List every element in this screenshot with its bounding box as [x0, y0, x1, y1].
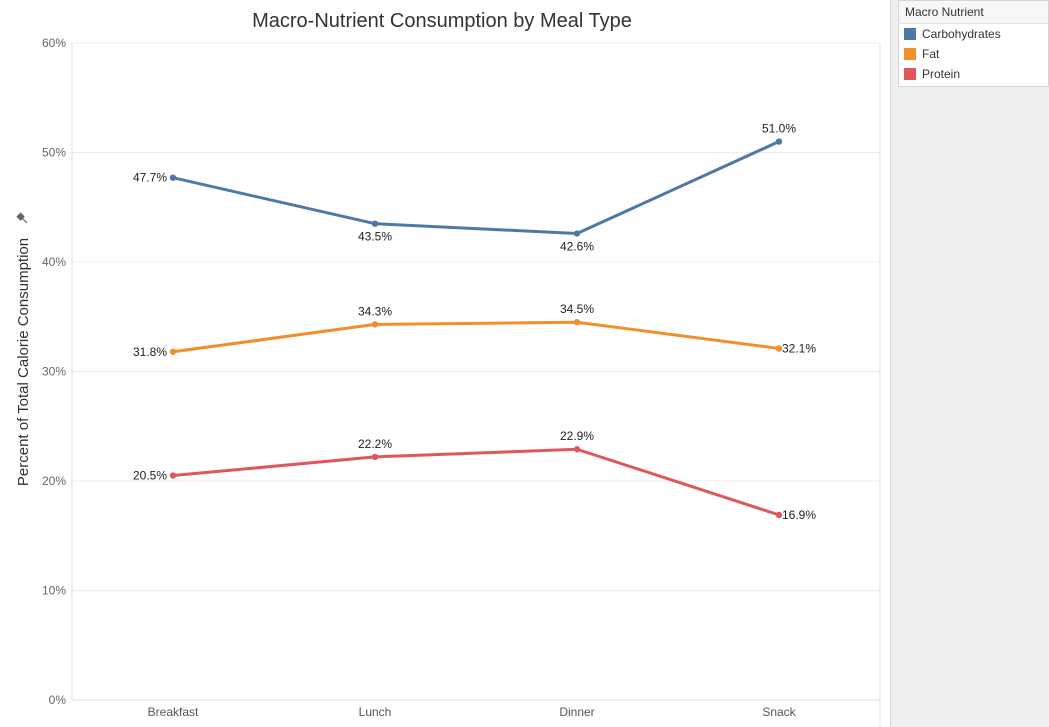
- pin-icon[interactable]: [16, 212, 29, 225]
- legend-item-fat[interactable]: Fat: [899, 44, 1048, 64]
- data-point: [169, 472, 177, 479]
- y-tick-label: 50%: [42, 146, 66, 160]
- legend-title: Macro Nutrient: [899, 1, 1048, 24]
- legend-label: Protein: [922, 67, 961, 81]
- legend-swatch: [904, 68, 916, 80]
- data-point: [775, 345, 783, 352]
- data-label: 42.6%: [560, 240, 594, 254]
- x-tick-label: Snack: [762, 705, 796, 719]
- data-label: 47.7%: [133, 171, 167, 185]
- data-label: 16.9%: [782, 508, 816, 522]
- y-tick-label: 20%: [42, 474, 66, 488]
- data-label: 22.2%: [358, 437, 392, 451]
- data-point: [371, 321, 379, 328]
- legend-item-protein[interactable]: Protein: [899, 64, 1048, 84]
- legend-items: Carbohydrates Fat Protein: [899, 24, 1048, 84]
- x-tick-label: Breakfast: [148, 705, 199, 719]
- data-point: [371, 453, 379, 461]
- data-label: 34.3%: [358, 304, 392, 318]
- legend-label: Carbohydrates: [922, 27, 1001, 41]
- y-tick-label: 10%: [42, 584, 66, 598]
- data-point: [775, 138, 783, 145]
- series-line-protein: [172, 447, 780, 517]
- data-label: 22.9%: [560, 429, 594, 443]
- data-label: 51.0%: [762, 122, 796, 136]
- legend-swatch: [904, 48, 916, 60]
- legend-label: Fat: [922, 47, 940, 61]
- legend-swatch: [904, 28, 916, 40]
- y-tick-label: 30%: [42, 365, 66, 379]
- data-point: [371, 220, 379, 227]
- data-point: [169, 174, 177, 181]
- data-point: [573, 446, 581, 453]
- x-tick-label: Dinner: [559, 705, 594, 719]
- y-tick-label: 60%: [42, 36, 66, 50]
- side-panel: [890, 0, 1049, 727]
- y-tick-label: 40%: [42, 255, 66, 269]
- data-point: [573, 230, 581, 237]
- legend-item-carbohydrates[interactable]: Carbohydrates: [899, 24, 1048, 44]
- chart: Macro-Nutrient Consumption by Meal Type …: [15, 10, 881, 727]
- legend[interactable]: Macro Nutrient Carbohydrates Fat Protein: [898, 0, 1049, 87]
- series-line-carbohydrates: [172, 140, 780, 236]
- data-point: [573, 319, 581, 326]
- x-tick-label: Lunch: [359, 705, 392, 719]
- data-point: [775, 511, 783, 519]
- data-label: 31.8%: [133, 345, 167, 359]
- data-point: [169, 348, 177, 355]
- chart-title: Macro-Nutrient Consumption by Meal Type: [252, 10, 632, 32]
- data-label: 43.5%: [358, 230, 392, 244]
- y-axis-label: Percent of Total Calorie Consumption: [15, 238, 32, 486]
- data-label: 20.5%: [133, 469, 167, 483]
- y-tick-label: 0%: [49, 693, 67, 707]
- data-label: 32.1%: [782, 342, 816, 356]
- data-label: 34.5%: [560, 302, 594, 316]
- series-line-fat: [172, 320, 780, 354]
